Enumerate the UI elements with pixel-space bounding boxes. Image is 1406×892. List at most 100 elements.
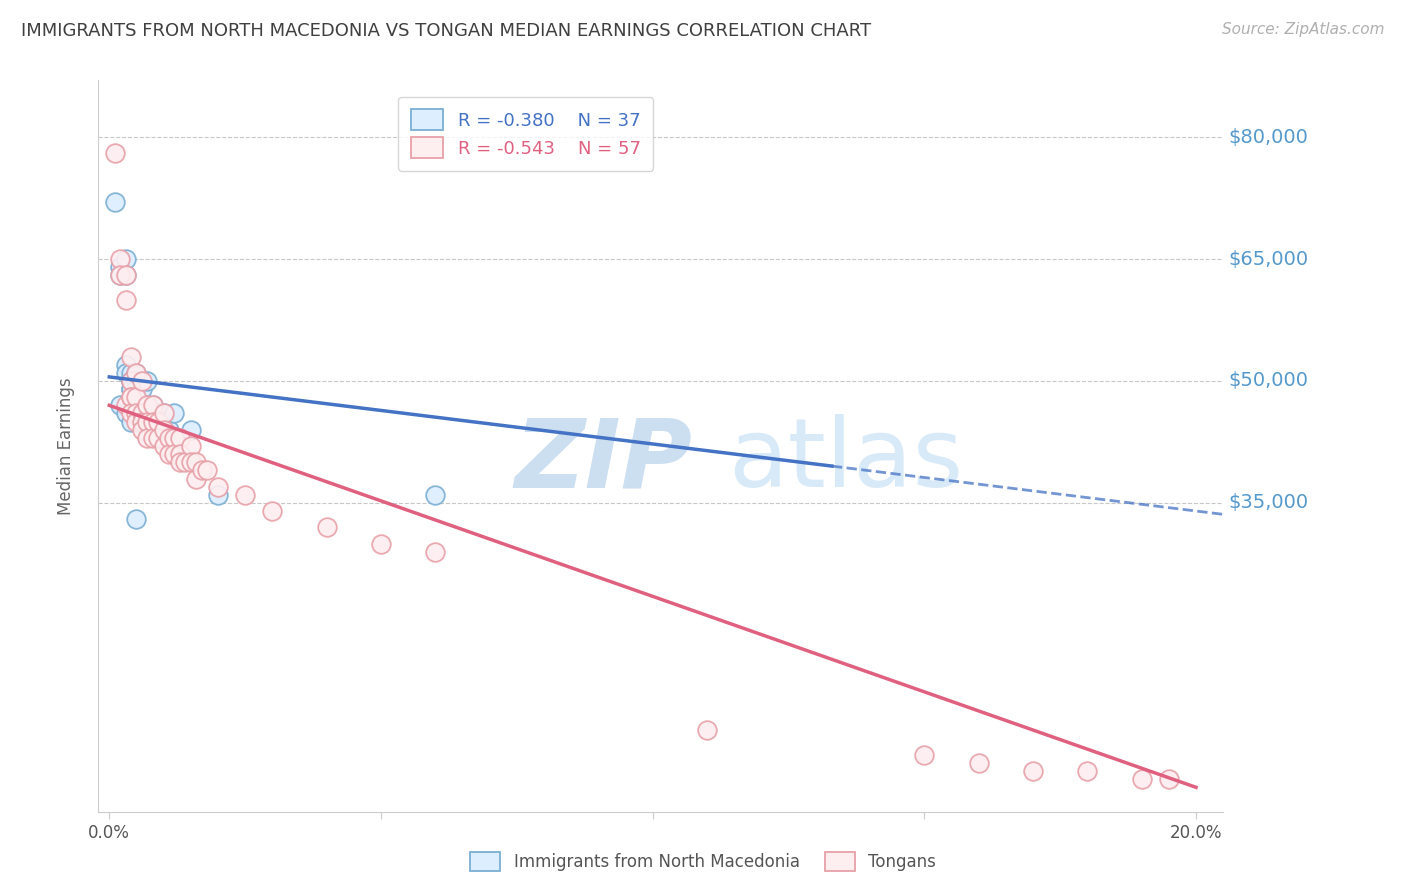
Point (152, 423, 174, 437)
Point (114, 358, 136, 372)
Point (131, 423, 153, 437)
Point (174, 455, 197, 469)
Point (120, 350, 142, 364)
Point (157, 431, 180, 445)
Point (125, 366, 148, 380)
Point (125, 382, 148, 396)
Point (125, 390, 148, 404)
Text: ZIP: ZIP (515, 414, 693, 508)
Point (169, 431, 191, 445)
Point (315, 520, 337, 534)
Point (131, 398, 153, 412)
Point (125, 512, 148, 526)
Point (125, 366, 148, 380)
Point (163, 447, 186, 461)
Point (152, 439, 174, 453)
Text: $80,000: $80,000 (1229, 128, 1309, 146)
Point (120, 366, 142, 380)
Point (131, 382, 153, 396)
Point (136, 398, 159, 412)
Text: $35,000: $35,000 (1229, 493, 1309, 512)
Point (125, 374, 148, 388)
Point (114, 268, 136, 283)
Point (108, 268, 131, 283)
Text: Source: ZipAtlas.com: Source: ZipAtlas.com (1222, 22, 1385, 37)
Point (169, 455, 191, 469)
Point (114, 252, 136, 266)
Point (120, 374, 142, 388)
Point (120, 415, 142, 429)
Point (148, 431, 170, 445)
Point (125, 407, 148, 421)
Point (1157, 772, 1180, 787)
Point (195, 463, 218, 477)
Point (370, 536, 392, 550)
Legend: R = -0.380    N = 37, R = -0.543    N = 57: R = -0.380 N = 37, R = -0.543 N = 57 (398, 96, 654, 171)
Point (136, 398, 159, 412)
Point (108, 260, 131, 275)
Point (262, 504, 284, 518)
Point (142, 415, 165, 429)
Point (114, 268, 136, 283)
Point (120, 382, 142, 396)
Point (157, 447, 180, 461)
Point (131, 407, 153, 421)
Point (120, 374, 142, 388)
Point (967, 756, 990, 770)
Point (425, 544, 447, 558)
Point (425, 488, 447, 502)
Point (136, 431, 159, 445)
Point (180, 423, 202, 437)
Point (125, 415, 148, 429)
Legend: Immigrants from North Macedonia, Tongans: Immigrants from North Macedonia, Tongans (463, 843, 943, 880)
Point (142, 407, 165, 421)
Point (190, 463, 212, 477)
Point (152, 407, 174, 421)
Point (108, 268, 131, 283)
Point (120, 407, 142, 421)
Point (136, 374, 159, 388)
Point (186, 455, 208, 469)
Point (207, 488, 229, 502)
Point (131, 415, 153, 429)
Point (114, 293, 136, 307)
Point (142, 431, 165, 445)
Point (163, 431, 186, 445)
Point (186, 471, 208, 485)
Point (108, 398, 131, 412)
Point (108, 252, 131, 266)
Text: $65,000: $65,000 (1229, 250, 1309, 268)
Point (104, 146, 127, 161)
Point (120, 382, 142, 396)
Point (114, 407, 136, 421)
Point (152, 407, 174, 421)
Point (104, 195, 127, 210)
Point (207, 480, 229, 494)
Text: $50,000: $50,000 (1229, 371, 1309, 391)
Point (142, 398, 165, 412)
Point (1130, 772, 1153, 787)
Point (180, 455, 202, 469)
Point (696, 723, 718, 738)
Point (120, 390, 142, 404)
Point (131, 407, 153, 421)
Point (180, 439, 202, 453)
Point (148, 407, 170, 421)
Y-axis label: Median Earnings: Median Earnings (56, 377, 75, 515)
Point (912, 747, 935, 762)
Point (148, 415, 170, 429)
Point (1022, 764, 1045, 778)
Point (120, 390, 142, 404)
Point (169, 447, 191, 461)
Point (163, 407, 186, 421)
Point (233, 488, 256, 502)
Point (157, 423, 180, 437)
Point (125, 407, 148, 421)
Point (131, 374, 153, 388)
Point (125, 390, 148, 404)
Point (114, 366, 136, 380)
Point (131, 374, 153, 388)
Text: atlas: atlas (728, 414, 963, 508)
Point (136, 415, 159, 429)
Point (1076, 764, 1098, 778)
